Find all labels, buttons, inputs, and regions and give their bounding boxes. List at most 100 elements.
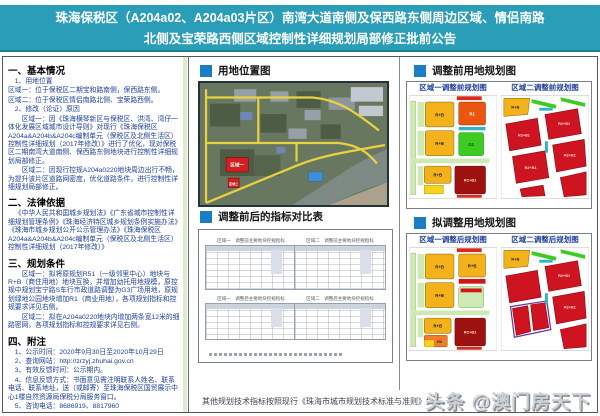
table-title: 区域一 调整前主要地块控规指标 bbox=[217, 238, 285, 243]
table-region2-before: 区域二 调整前主要地块控规指标 bbox=[294, 238, 386, 290]
zone-label: R2+B1 bbox=[564, 306, 577, 310]
section1-heading: 一、基本情况 bbox=[8, 66, 66, 77]
zone-label: R2+B1 bbox=[464, 329, 477, 334]
section1-region1-location: 区域一：位于保税区二期宝和路南侧，保西路东侧。 bbox=[8, 87, 165, 95]
section2-heading: 二、法律依据 bbox=[8, 198, 66, 210]
table-shaded-cells bbox=[359, 250, 371, 274]
section-marker-icon bbox=[200, 210, 212, 223]
zone-label: R+B bbox=[435, 293, 444, 298]
technical-standard-footnote: 其他规划技术指标按照现行《珠海市城市规划技术标准与准则》执行。 bbox=[202, 397, 450, 406]
table-region2-after: 区域二 调整后主要地块控规指标 bbox=[294, 296, 386, 340]
zone-label: R+B bbox=[511, 257, 519, 262]
notice-phone: 5、咨询电话：8686919、8817960 bbox=[14, 403, 120, 411]
section1-item: 1、用地位置 bbox=[14, 78, 53, 85]
table-shaded-cells bbox=[359, 307, 371, 327]
region2-after-zoning-map: R+B R bbox=[501, 247, 589, 351]
zone-label: R2+B1 bbox=[518, 133, 531, 137]
highlighted-parcels: 区域一 区域二 bbox=[225, 157, 249, 188]
zone-label: R2 bbox=[437, 340, 442, 344]
notice-title-line2: 北侧及宝荣路西侧区域控制性详细规划局部修正批前公告 bbox=[143, 32, 457, 47]
notice-feedback-time: 3、有效反馈时间：公示期内。 bbox=[14, 367, 107, 375]
region2-parcel-label: 区域二 bbox=[229, 181, 238, 186]
after-region2-caption: 区域二调整后规划图 bbox=[511, 235, 579, 244]
section3-region2-condition: 区域二：拟在A204a0220地块内增加两条宽12米的细路密网，各项规划指标和控… bbox=[8, 313, 180, 330]
notice-period: 1、公示时间：2020年9月30日至2020年10月29日 bbox=[14, 348, 164, 356]
zone-label: R2+B1 bbox=[558, 122, 571, 126]
zone-label: R2+B1 bbox=[564, 154, 577, 158]
road-network bbox=[204, 89, 386, 204]
notice-body: 一、基本情况 1、用地位置 区域一：位于保税区二期宝和路南侧，保西路东侧。 区域… bbox=[2, 56, 598, 413]
comparison-table-title: 调整前后的指标对比表 bbox=[218, 211, 323, 223]
indicator-comparison-panel: 区域一 调整前主要地块控规指标 区域二 调整前主要地块控规指标 区域一 调整后主… bbox=[198, 229, 393, 363]
table-footnote-line bbox=[209, 353, 345, 356]
zone-blocks bbox=[505, 108, 587, 198]
zone-label: R2+B1 bbox=[464, 177, 477, 182]
zone-label: R2+B1 bbox=[525, 166, 538, 170]
zone-label: R+B bbox=[435, 112, 444, 117]
section1-region2-reason: 区域二：因现行控规A204a0220地块周边出行不畅，为提升该片区道路网密度，优… bbox=[8, 167, 179, 192]
satellite-location-map: 区域一 区域二 bbox=[198, 81, 389, 207]
table-grid bbox=[205, 303, 297, 340]
region1-after-zoning-map: R+B R+B R+B R+B bbox=[409, 247, 497, 351]
adjusted-block-with-new-roads bbox=[509, 300, 552, 339]
left-text-column: 一、基本情况 1、用地位置 区域一：位于保税区二期宝和路南侧，保西路东侧。 区域… bbox=[3, 57, 189, 412]
table-shaded-cells bbox=[270, 250, 282, 274]
table-title: 区域二 调整后主要地块控规指标 bbox=[306, 296, 374, 301]
after-plan-title-row: 拟调整用地规划图 bbox=[414, 215, 516, 230]
notice-title-banner: 珠海保税区（A204a02、A204a03片区）南湾大道南侧及保西路东侧周边区域… bbox=[0, 5, 600, 52]
section1-item: 2、修改（论证）原因 bbox=[14, 106, 80, 114]
zone-label: G1 bbox=[468, 142, 474, 147]
before-plan-title: 调整前用地规划图 bbox=[432, 65, 516, 77]
region1-parcel-label: 区域一 bbox=[230, 162, 244, 169]
location-map-title-row: 用地位置图 bbox=[200, 63, 271, 78]
notice-feedback-method: 4、信息反馈方式：书面意见需注明联系人姓名、联系电话、联系地址，送（或邮寄）至珠… bbox=[8, 376, 178, 401]
table-grid bbox=[294, 245, 386, 290]
table-title: 区域一 调整后主要地块控规指标 bbox=[217, 296, 285, 301]
section-marker-icon bbox=[200, 64, 212, 77]
right-column: 调整前用地规划图 区域一调整前规划图 区域二调整前规划图 R+B bbox=[400, 57, 597, 390]
before-plan-title-row: 调整前用地规划图 bbox=[414, 63, 516, 78]
section1-region1-reason: 区域一：因《珠海横琴新区与保税区、洪湾、湾仔一体化发展区域城市设计导则》对现行《… bbox=[8, 115, 178, 165]
notice-website: 2、查询网站：http://zrzyj.zhuhai.gov.cn bbox=[14, 357, 134, 365]
notice-title-line1: 珠海保税区（A204a02、A204a03片区）南湾大道南侧及保西路东侧周边区域… bbox=[55, 11, 545, 25]
zone-label: R+B bbox=[511, 105, 519, 110]
terrain-patches bbox=[210, 87, 383, 177]
section2-legal-basis: 《中华人民共和国城乡规划法》《广东省城市控制性详细规划管理条例》《珠海经济特区城… bbox=[8, 210, 178, 252]
bottom-row: 其他规划技术指标按照现行《珠海市城市规划技术标准与准则》执行。 头条 @澳门房天… bbox=[190, 390, 597, 413]
zone-label: R2+B1 bbox=[558, 274, 571, 278]
section1-region2-location: 区域二：位于保税区情侣南路北侧、宝荣路西侧。 bbox=[8, 96, 158, 104]
zone-label: R+B bbox=[468, 263, 477, 268]
section3-heading: 三、规划条件 bbox=[8, 258, 66, 270]
column-divider-strip bbox=[183, 57, 187, 412]
zone-label: R+B bbox=[433, 173, 442, 178]
toutiao-watermark: 头条 @澳门房天下 bbox=[425, 392, 591, 413]
table-grid bbox=[205, 245, 297, 290]
zone-label: R1 bbox=[469, 111, 475, 116]
table-grid bbox=[294, 303, 386, 340]
after-region1-caption: 区域一调整后规划图 bbox=[419, 235, 487, 244]
table-region1-after: 区域一 调整后主要地块控规指标 bbox=[205, 296, 297, 340]
middle-column: 用地位置图 bbox=[190, 57, 400, 390]
section3-region1-condition: 区域一：拟将原规划R51（一级邻里中心）地块与R+B（商住用地）地块互换，并增加… bbox=[8, 270, 178, 312]
pond bbox=[308, 171, 323, 182]
region2-before-zoning-map: R+B R2+B1 R2+B1 R2+B1 bbox=[501, 95, 589, 199]
location-map-title: 用地位置图 bbox=[218, 65, 271, 77]
zone-label: R+B bbox=[435, 141, 444, 146]
satellite-map-graphic: 区域一 区域二 bbox=[200, 83, 387, 205]
before-plan-panel: 区域一调整前规划图 区域二调整前规划图 R+B R1 bbox=[406, 81, 592, 209]
zone-label: R+B bbox=[433, 324, 442, 329]
after-plan-panel: 区域一调整后规划图 区域二调整后规划图 R+B R+B bbox=[406, 233, 592, 361]
table-title: 区域二 调整前主要地块控规指标 bbox=[306, 238, 374, 243]
table-shaded-cells bbox=[270, 307, 282, 327]
section-marker-icon bbox=[414, 216, 426, 229]
comparison-table-title-row: 调整前后的指标对比表 bbox=[200, 209, 323, 224]
region1-before-zoning-map: R+B R1 R+B G1 R+B bbox=[409, 95, 497, 199]
section-marker-icon bbox=[414, 64, 426, 77]
section4-heading: 四、附注 bbox=[8, 336, 47, 348]
before-region2-caption: 区域二调整前规划图 bbox=[511, 83, 579, 92]
before-region1-caption: 区域一调整前规划图 bbox=[419, 83, 487, 92]
table-region1-before: 区域一 调整前主要地块控规指标 bbox=[205, 238, 297, 290]
zone-label: R+B bbox=[435, 264, 444, 269]
after-plan-title: 拟调整用地规划图 bbox=[432, 217, 516, 229]
